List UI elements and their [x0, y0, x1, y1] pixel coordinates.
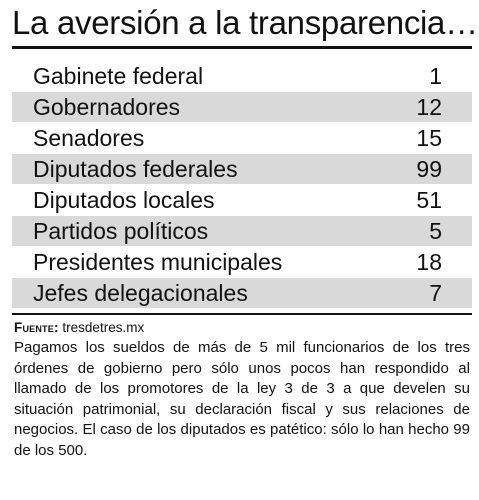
- table-row: Senadores 15: [12, 123, 472, 154]
- row-value: 12: [416, 94, 442, 120]
- row-value: 51: [416, 187, 442, 213]
- table-row: Gobernadores 12: [12, 92, 472, 123]
- caption-text: Pagamos los sueldos de más de 5 mil func…: [14, 339, 470, 459]
- source-value: tresdetres.mx: [62, 320, 145, 335]
- table-bottom-divider: [12, 313, 472, 315]
- row-value: 18: [416, 249, 442, 275]
- title-divider: [12, 46, 472, 49]
- row-value: 5: [429, 218, 442, 244]
- row-label: Diputados locales: [33, 187, 215, 213]
- table-row: Gabinete federal 1: [12, 61, 472, 92]
- row-label: Presidentes municipales: [33, 249, 283, 275]
- row-label: Diputados federales: [33, 156, 238, 182]
- row-label: Partidos políticos: [33, 218, 209, 244]
- row-value: 15: [416, 125, 442, 151]
- table-row: Jefes delegacionales 7: [12, 278, 472, 309]
- table-row: Presidentes municipales 18: [12, 247, 472, 278]
- row-value: 7: [429, 280, 442, 306]
- table-row: Diputados federales 99: [12, 154, 472, 185]
- row-label: Jefes delegacionales: [33, 280, 248, 306]
- row-value: 1: [429, 63, 442, 89]
- source-line: Fuente: tresdetres.mx: [14, 319, 144, 337]
- row-value: 99: [416, 156, 442, 182]
- table-row: Partidos políticos 5: [12, 216, 472, 247]
- source-label: Fuente:: [14, 320, 59, 335]
- page-title: La aversión a la transparencia…: [12, 4, 478, 41]
- row-label: Gabinete federal: [33, 63, 204, 89]
- data-table: Gabinete federal 1 Gobernadores 12 Senad…: [12, 61, 472, 309]
- row-label: Gobernadores: [33, 94, 181, 120]
- row-label: Senadores: [33, 125, 145, 151]
- table-row: Diputados locales 51: [12, 185, 472, 216]
